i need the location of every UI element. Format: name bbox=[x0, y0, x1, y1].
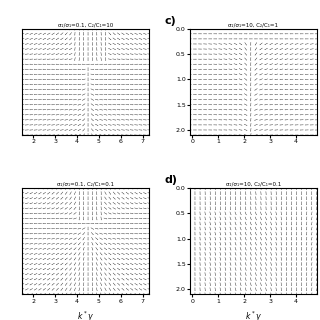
Title: σ₂/σ₁=0.1, C₂/C₁=0.1: σ₂/σ₁=0.1, C₂/C₁=0.1 bbox=[57, 181, 114, 186]
Text: d): d) bbox=[164, 175, 178, 185]
X-axis label: $k^*\gamma$: $k^*\gamma$ bbox=[245, 309, 262, 320]
Text: c): c) bbox=[164, 16, 176, 26]
Title: σ₂/σ₁=0.1, C₂/C₁=10: σ₂/σ₁=0.1, C₂/C₁=10 bbox=[58, 22, 114, 27]
Title: σ₂/σ₁=10, C₂/C₁=0.1: σ₂/σ₁=10, C₂/C₁=0.1 bbox=[226, 181, 281, 186]
X-axis label: $k^*\gamma$: $k^*\gamma$ bbox=[77, 309, 94, 320]
Title: σ₂/σ₁=10, C₂/C₁=1: σ₂/σ₁=10, C₂/C₁=1 bbox=[228, 22, 278, 27]
